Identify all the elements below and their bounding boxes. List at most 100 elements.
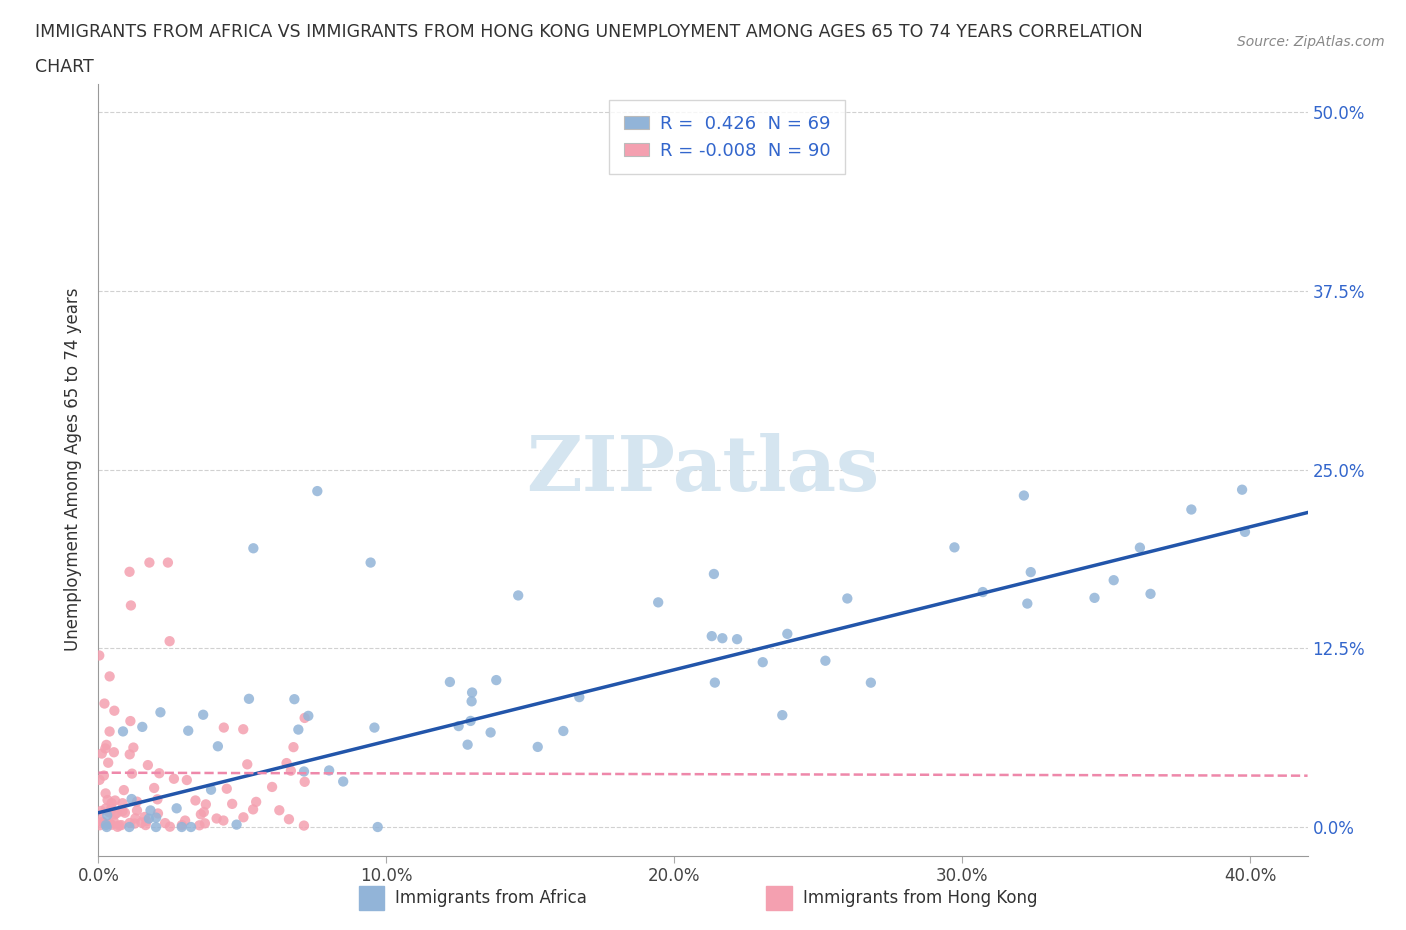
Point	[294, 711, 316, 725]
Point	[215, 781, 238, 796]
Legend: R =  0.426  N = 69, R = -0.008  N = 90: R = 0.426 N = 69, R = -0.008 N = 90	[609, 100, 845, 174]
Point	[188, 817, 211, 832]
Point	[262, 779, 284, 794]
Point	[90, 804, 112, 818]
Point	[120, 713, 142, 728]
Point	[184, 793, 207, 808]
Point	[120, 598, 142, 613]
Point	[553, 724, 575, 738]
Point	[190, 807, 212, 822]
Point	[232, 810, 254, 825]
Point	[145, 819, 167, 834]
Point	[283, 692, 305, 707]
Point	[283, 739, 305, 754]
Point	[100, 796, 122, 811]
Point	[170, 819, 193, 834]
Point	[124, 817, 146, 831]
Point	[200, 782, 222, 797]
Point	[174, 813, 197, 828]
Point	[100, 817, 122, 832]
Point	[107, 819, 129, 834]
Point	[93, 768, 115, 783]
Point	[156, 555, 179, 570]
Point	[159, 633, 181, 648]
Point	[149, 705, 172, 720]
Point	[193, 708, 215, 723]
Point	[94, 817, 117, 832]
Point	[287, 723, 309, 737]
Point	[814, 653, 837, 668]
Point	[232, 722, 254, 737]
Point	[447, 719, 470, 734]
Point	[238, 691, 260, 706]
Point	[1083, 591, 1105, 605]
Point	[89, 773, 111, 788]
Point	[1139, 587, 1161, 602]
Point	[91, 816, 114, 830]
Point	[104, 807, 127, 822]
Point	[103, 745, 125, 760]
Point	[96, 737, 118, 752]
Point	[332, 774, 354, 789]
Point	[118, 819, 141, 834]
Point	[212, 720, 235, 735]
Point	[118, 565, 141, 579]
Point	[485, 672, 508, 687]
Point	[212, 813, 235, 828]
Point	[166, 801, 188, 816]
Text: Source: ZipAtlas.com: Source: ZipAtlas.com	[1237, 35, 1385, 49]
Point	[145, 810, 167, 825]
Point	[114, 805, 136, 820]
Point	[837, 591, 859, 606]
Point	[100, 802, 122, 817]
Point	[103, 814, 125, 829]
Point	[1017, 596, 1039, 611]
Point	[292, 764, 315, 779]
Point	[439, 674, 461, 689]
Point	[108, 818, 131, 833]
Point	[90, 814, 112, 829]
Point	[98, 669, 121, 684]
Point	[294, 775, 316, 790]
Point	[647, 595, 669, 610]
Point	[111, 804, 134, 818]
Point	[508, 588, 530, 603]
Point	[205, 811, 228, 826]
Point	[1230, 483, 1253, 498]
Point	[461, 685, 484, 700]
Point	[457, 737, 479, 752]
Point	[479, 725, 502, 740]
Point	[276, 756, 298, 771]
Point	[89, 648, 111, 663]
Point	[135, 817, 157, 832]
Point	[124, 811, 146, 826]
Point	[943, 540, 966, 555]
Point	[122, 740, 145, 755]
Point	[1129, 540, 1152, 555]
Point	[91, 815, 114, 830]
Point	[104, 793, 127, 808]
Point	[170, 817, 193, 832]
Point	[146, 791, 169, 806]
Point	[163, 771, 186, 786]
Point	[93, 696, 115, 711]
Point	[460, 694, 482, 709]
Point	[121, 766, 143, 781]
Point	[307, 484, 329, 498]
Point	[225, 817, 247, 832]
Point	[193, 804, 215, 819]
Point	[269, 803, 291, 817]
Point	[98, 724, 121, 739]
Point	[111, 796, 134, 811]
Point	[751, 655, 773, 670]
Point	[111, 724, 134, 738]
Point	[700, 629, 723, 644]
Point	[1233, 525, 1256, 539]
Point	[96, 808, 118, 823]
Point	[221, 796, 243, 811]
Point	[236, 757, 259, 772]
Point	[89, 817, 111, 832]
Point	[136, 758, 159, 773]
Point	[125, 794, 148, 809]
Text: Immigrants from Africa: Immigrants from Africa	[395, 889, 586, 907]
